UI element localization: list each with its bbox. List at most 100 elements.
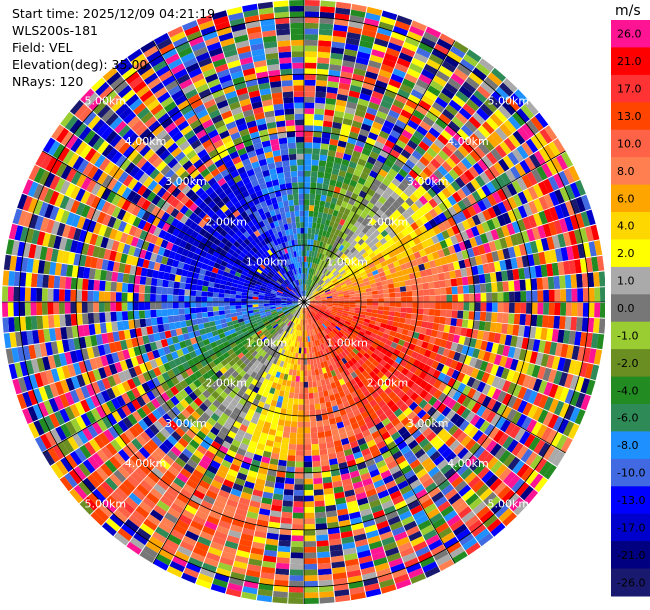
velocity-gate: [170, 266, 178, 275]
velocity-gate: [178, 155, 190, 166]
velocity-gate: [516, 145, 529, 160]
velocity-gate: [525, 278, 532, 291]
velocity-gate: [184, 353, 192, 362]
velocity-gate: [105, 112, 119, 126]
velocity-gate: [103, 248, 112, 260]
velocity-gate: [348, 131, 359, 140]
velocity-gate: [304, 290, 306, 296]
velocity-gate: [355, 182, 364, 191]
velocity-gate: [99, 280, 106, 291]
velocity-gate: [153, 332, 161, 342]
velocity-gate: [13, 286, 20, 302]
velocity-gate: [290, 563, 304, 570]
velocity-gate: [314, 506, 326, 513]
velocity-gate: [99, 322, 107, 334]
velocity-gate: [401, 228, 410, 237]
velocity-gate: [273, 315, 279, 320]
velocity-gate: [277, 263, 283, 270]
velocity-gate: [110, 151, 123, 164]
velocity-gate: [298, 193, 304, 200]
velocity-gate: [144, 285, 151, 294]
velocity-gate: [136, 407, 147, 419]
velocity-gate: [214, 158, 225, 168]
velocity-gate: [405, 225, 415, 234]
velocity-gate: [147, 77, 162, 90]
velocity-gate: [342, 290, 349, 294]
velocity-gate: [87, 370, 97, 383]
velocity-gate: [182, 263, 190, 271]
velocity-gate: [37, 329, 45, 344]
velocity-gate: [304, 484, 314, 491]
velocity-gate: [369, 196, 378, 205]
velocity-gate: [377, 27, 392, 37]
velocity-gate: [222, 271, 230, 277]
velocity-gate: [306, 250, 310, 257]
velocity-gate: [316, 420, 324, 427]
velocity-gate: [167, 315, 175, 323]
velocity-gate: [320, 194, 327, 202]
velocity-gate: [147, 334, 156, 343]
velocity-gate: [357, 255, 365, 262]
velocity-gate: [167, 157, 179, 169]
velocity-gate: [291, 275, 295, 282]
velocity-gate: [324, 287, 330, 292]
velocity-gate: [250, 256, 258, 263]
velocity-gate: [255, 190, 264, 198]
velocity-gate: [146, 202, 156, 214]
velocity-gate: [179, 239, 188, 249]
velocity-gate: [307, 358, 311, 365]
velocity-gate: [137, 63, 152, 76]
velocity-gate: [219, 284, 226, 290]
velocity-gate: [480, 253, 488, 265]
velocity-gate: [441, 229, 450, 240]
velocity-gate: [219, 221, 228, 230]
velocity-gate: [286, 234, 291, 242]
velocity-gate: [239, 128, 250, 137]
velocity-gate: [246, 302, 253, 305]
velocity-gate: [155, 294, 162, 302]
velocity-gate: [369, 126, 381, 136]
velocity-gate: [384, 89, 397, 99]
velocity-gate: [190, 284, 197, 291]
velocity-gate: [227, 229, 236, 237]
velocity-gate: [25, 316, 32, 331]
velocity-gate: [344, 147, 354, 156]
velocity-gate: [91, 381, 101, 395]
velocity-gate: [166, 369, 176, 379]
velocity-gate: [207, 291, 214, 297]
velocity-gate: [271, 310, 278, 315]
velocity-gate: [69, 404, 81, 418]
velocity-gate: [294, 478, 304, 485]
velocity-gate: [146, 390, 156, 401]
velocity-gate: [293, 287, 298, 293]
velocity-gate: [307, 292, 312, 298]
velocity-gate: [275, 272, 281, 278]
velocity-gate: [156, 316, 164, 325]
velocity-gate: [262, 35, 277, 43]
velocity-gate: [465, 228, 475, 239]
velocity-gate: [185, 367, 194, 377]
velocity-gate: [193, 206, 203, 216]
velocity-gate: [247, 310, 254, 314]
velocity-gate: [530, 116, 544, 132]
velocity-gate: [113, 168, 125, 181]
velocity-gate: [301, 250, 304, 257]
velocity-gate: [504, 258, 513, 270]
velocity-gate: [363, 244, 371, 252]
velocity-gate: [30, 302, 37, 316]
velocity-gate: [448, 99, 462, 112]
velocity-gate: [315, 297, 321, 300]
velocity-gate: [304, 113, 314, 120]
velocity-gate: [340, 283, 347, 288]
velocity-gate: [95, 392, 106, 405]
velocity-gate: [70, 277, 78, 290]
velocity-gate: [212, 302, 219, 307]
velocity-gate: [290, 216, 296, 223]
velocity-gate: [293, 364, 298, 371]
velocity-gate: [177, 230, 186, 240]
velocity-gate: [105, 130, 118, 144]
velocity-gate: [207, 129, 219, 139]
velocity-gate: [375, 80, 388, 90]
velocity-gate: [320, 148, 329, 156]
velocity-gate: [280, 189, 287, 196]
